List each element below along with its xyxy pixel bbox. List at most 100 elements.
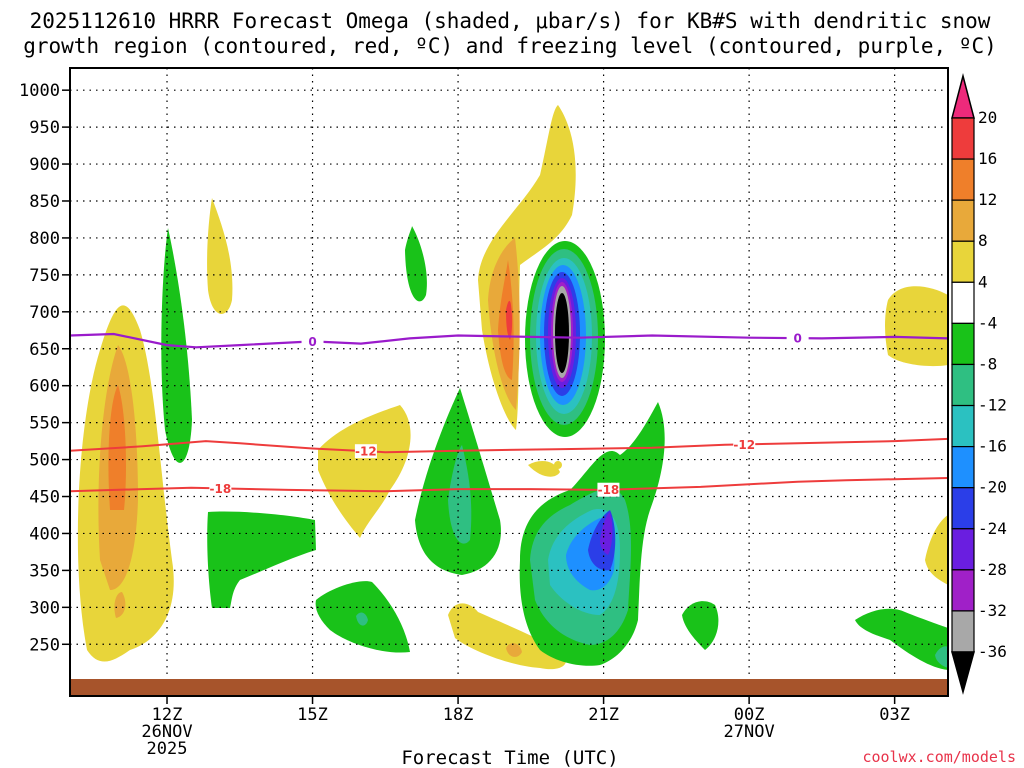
- colorbar-swatch-0: [951, 117, 975, 160]
- colorbar-label-16: 16: [978, 149, 997, 168]
- y-tick-label-700: 700: [29, 303, 60, 323]
- omega-region-subsidence-wisp: [207, 198, 233, 314]
- dgz-minus-18-label-0: -18: [210, 482, 232, 496]
- colorbar-label--12: -12: [978, 396, 1007, 415]
- omega-shading: [77, 105, 948, 670]
- omega-region-ascent-tongue-core: [448, 445, 472, 544]
- x-tick-label-18Z: 18Z: [443, 705, 474, 725]
- colorbar-swatch-11: [951, 569, 975, 612]
- omega-region-subsidence-southwest-core: [506, 643, 522, 657]
- y-tick-label-450: 450: [29, 488, 60, 508]
- dgz-minus-18-contour: [70, 477, 948, 493]
- y-tick-label-1000: 1000: [19, 81, 60, 101]
- y-tick-label-900: 900: [29, 155, 60, 175]
- omega-region-subsidence-southwest: [448, 603, 567, 670]
- y-tick-label-750: 750: [29, 266, 60, 286]
- dgz-minus-12-contour: [70, 437, 948, 454]
- colorbar-swatch-1: [951, 158, 975, 201]
- colorbar-swatch-7: [951, 404, 975, 448]
- omega-region-subsidence-east-low: [925, 515, 948, 585]
- dgz-minus-12-label-bg-0: [354, 444, 377, 459]
- y-tick-label-350: 350: [29, 561, 60, 581]
- dgz-minus-18-label-bg-1: [597, 482, 620, 497]
- omega-region-subsidence-west-low: [114, 592, 126, 618]
- y-tick-label-650: 650: [29, 340, 60, 360]
- chart-title-line-1: 2025112610 HRRR Forecast Omega (shaded, …: [30, 9, 991, 33]
- colorbar-label--24: -24: [978, 519, 1007, 538]
- x-tick-year-12Z: 2025: [147, 739, 188, 759]
- colorbar-swatch-5: [951, 322, 975, 366]
- colorbar-swatch-2: [951, 199, 975, 242]
- chart-title-line-2: growth region (contoured, red, ºC) and f…: [23, 34, 997, 58]
- omega-region-ascent-core-max: [555, 293, 569, 373]
- x-tick-label-21Z: 21Z: [588, 705, 619, 725]
- dgz-minus-18-label-bg-0: [209, 481, 232, 496]
- omega-region-ascent-south-max: [600, 512, 613, 555]
- colorbar-swatch-8: [951, 446, 975, 489]
- dgz-minus-12-label-1: -12: [733, 438, 755, 452]
- plot-frame: [69, 67, 949, 697]
- dgz-minus-12-label-0: -12: [355, 445, 377, 459]
- omega-region-ascent-isolated: [682, 601, 719, 650]
- x-tick-label-12Z: 12Z: [152, 705, 183, 725]
- y-tick-label-500: 500: [29, 451, 60, 471]
- y-tick-label-400: 400: [29, 524, 60, 544]
- x-tick-label-00Z: 00Z: [734, 705, 765, 725]
- colorbar-label-8: 8: [978, 231, 988, 250]
- colorbar-label--28: -28: [978, 560, 1007, 579]
- contour-lines: [70, 332, 948, 493]
- colorbar-top-arrow: [951, 73, 975, 119]
- y-axis: 250 300 350 400 450 500 550 600 650 700 750 800 850 9…: [19, 81, 70, 655]
- colorbar-label-4: 4: [978, 272, 988, 291]
- y-tick-label-600: 600: [29, 377, 60, 397]
- x-tick-date-12Z: 26NOV: [141, 722, 192, 742]
- x-tick-date-00Z: 27NOV: [724, 722, 775, 742]
- x-tick-label-03Z: 03Z: [879, 705, 910, 725]
- omega-region-subsidence-small: [528, 460, 560, 477]
- omega-region-subsidence-central: [318, 405, 411, 538]
- y-tick-label-950: 950: [29, 118, 60, 138]
- freezing-level-label-bg-0: [301, 334, 324, 349]
- y-tick-label-550: 550: [29, 414, 60, 434]
- omega-region-ascent-upper: [405, 226, 427, 302]
- dgz-minus-18-label-1: -18: [598, 483, 620, 497]
- colorbar-label--20: -20: [978, 478, 1007, 497]
- colorbar-label--16: -16: [978, 437, 1007, 456]
- freezing-level-label-1: 0: [793, 332, 801, 346]
- omega-region-ascent-midlevel: [207, 511, 316, 608]
- y-tick-label-800: 800: [29, 229, 60, 249]
- omega-region-subsidence-column-max: [498, 260, 514, 380]
- y-tick-label-300: 300: [29, 598, 60, 618]
- colorbar-swatch-9: [951, 487, 975, 530]
- x-tick-label-15Z: 15Z: [297, 705, 328, 725]
- colorbar-label--4: -4: [978, 313, 997, 332]
- colorbar-legend: 20 16 12 8 4 -4 -8 -12 -16 -20 -24 -28 -32 -36: [951, 73, 1007, 695]
- freezing-level-contour: [70, 332, 948, 349]
- ground-surface: [70, 679, 948, 695]
- omega-region-ascent-east-core: [935, 646, 948, 668]
- colorbar-swatch-3: [951, 240, 975, 283]
- omega-region-subsidence-east: [885, 286, 948, 367]
- plot-grid: [70, 68, 948, 696]
- freezing-level-label-0: 0: [308, 335, 316, 349]
- dgz-minus-12-label-bg-1: [733, 437, 756, 452]
- freezing-level-label-bg-1: [786, 331, 809, 346]
- colorbar-label-12: 12: [978, 190, 997, 209]
- omega-region-ascent-east: [855, 608, 948, 670]
- omega-region-subsidence-column-peak: [506, 300, 513, 340]
- y-tick-label-850: 850: [29, 192, 60, 212]
- x-axis-label: Forecast Time (UTC): [401, 747, 618, 768]
- colorbar-bottom-arrow: [951, 651, 975, 695]
- colorbar-swatch-10: [951, 528, 975, 571]
- colorbar-swatch-4: [951, 281, 975, 324]
- colorbar-label--36: -36: [978, 642, 1007, 661]
- colorbar-label--32: -32: [978, 601, 1007, 620]
- colorbar-swatch-12: [951, 610, 975, 653]
- source-label[interactable]: coolwx.com/models: [862, 748, 1016, 766]
- omega-region-ascent-lowlevel-core: [356, 612, 368, 626]
- colorbar-label-20: 20: [978, 108, 997, 127]
- colorbar-label--8: -8: [978, 354, 997, 373]
- colorbar-swatch-6: [951, 363, 975, 407]
